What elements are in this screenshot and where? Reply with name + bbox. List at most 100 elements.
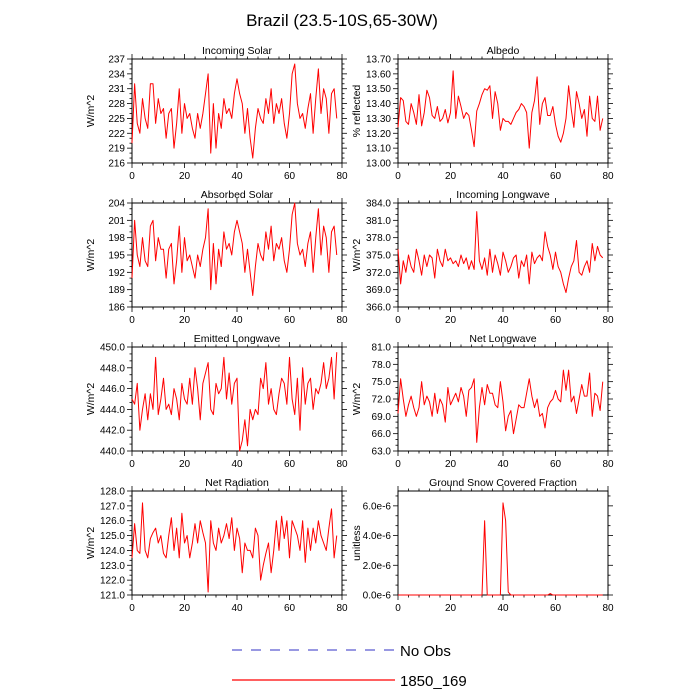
x-tick-label: 20 <box>179 603 191 614</box>
y-tick-label: 13.00 <box>366 159 391 170</box>
y-tick-label: 198 <box>108 233 125 244</box>
chart-title: Incoming Solar <box>202 45 273 57</box>
plot-frame <box>131 202 343 308</box>
y-tick-label: 186 <box>108 303 125 314</box>
series-line <box>397 369 604 443</box>
y-tick-label: 125.0 <box>100 531 125 542</box>
x-tick-label: 40 <box>497 315 509 326</box>
x-tick-label: 20 <box>445 315 457 326</box>
y-tick-label: 222 <box>108 129 125 140</box>
y-tick-label: 72.0 <box>372 395 392 406</box>
x-tick-label: 60 <box>284 171 296 182</box>
x-tick-label: 20 <box>179 315 191 326</box>
y-axis-label: W/m^2 <box>351 383 363 416</box>
y-tick-label: 237 <box>108 55 125 66</box>
chart-title: Ground Snow Covered Fraction <box>429 477 577 489</box>
x-tick-label: 60 <box>550 459 562 470</box>
y-tick-label: 378.0 <box>366 233 391 244</box>
y-tick-label: 126.0 <box>100 516 125 527</box>
x-tick-label: 80 <box>336 171 348 182</box>
y-tick-label: 13.70 <box>366 55 391 66</box>
y-tick-label: 234 <box>108 69 125 80</box>
y-tick-label: 128.0 <box>100 487 125 498</box>
plot-frame <box>131 346 343 452</box>
x-tick-label: 0 <box>395 315 401 326</box>
series-line <box>131 502 338 593</box>
y-tick-label: 366.0 <box>366 303 391 314</box>
x-tick-label: 40 <box>231 603 243 614</box>
y-tick-label: 195 <box>108 251 125 262</box>
chart-title: Net Radiation <box>205 477 269 489</box>
legend: No Obs 1850_169 <box>232 643 467 690</box>
y-tick-label: 369.0 <box>366 285 391 296</box>
y-axis-label: % reflected <box>351 85 363 138</box>
x-tick-label: 20 <box>445 171 457 182</box>
y-axis-label: W/m^2 <box>85 239 97 272</box>
legend-no-obs-label: No Obs <box>400 643 451 660</box>
x-tick-label: 20 <box>445 603 457 614</box>
x-tick-label: 60 <box>284 603 296 614</box>
y-tick-label: 384.0 <box>366 199 391 210</box>
x-tick-label: 80 <box>602 603 614 614</box>
y-tick-label: 448.0 <box>100 363 125 374</box>
y-tick-label: 381.0 <box>366 216 391 227</box>
x-tick-label: 80 <box>336 603 348 614</box>
y-tick-label: 127.0 <box>100 501 125 512</box>
y-tick-label: 440.0 <box>100 447 125 458</box>
chart-title: Albedo <box>487 45 520 57</box>
series-line <box>131 63 338 159</box>
series-line <box>397 211 604 294</box>
figure-title: Brazil (23.5-10S,65-30W) <box>246 11 438 30</box>
series-line <box>131 352 338 452</box>
series-line <box>397 70 604 149</box>
y-tick-label: 13.30 <box>366 114 391 125</box>
chart-panel-8: Ground Snow Covered Fraction unitless 0 20 4… <box>351 477 614 614</box>
y-axis-label: unitless <box>351 525 363 561</box>
y-tick-label: 123.0 <box>100 561 125 572</box>
chart-panel-7: Net Radiation W/m^2 0 20 40 60 80 121.0 122.0 123… <box>85 477 348 614</box>
y-tick-label: 201 <box>108 216 125 227</box>
x-tick-label: 80 <box>336 459 348 470</box>
chart-title: Net Longwave <box>469 333 536 345</box>
y-tick-label: 2.0e-6 <box>363 561 392 572</box>
y-tick-label: 13.10 <box>366 144 391 155</box>
x-tick-label: 60 <box>550 603 562 614</box>
y-tick-label: 4.0e-6 <box>363 531 392 542</box>
chart-panel-2: Albedo % reflected 0 20 40 60 80 13.00 13.10 13.2… <box>351 45 614 182</box>
x-tick-label: 60 <box>284 459 296 470</box>
x-tick-label: 40 <box>231 315 243 326</box>
y-tick-label: 204 <box>108 199 125 210</box>
x-tick-label: 20 <box>179 459 191 470</box>
chart-panel-4: Incoming Longwave W/m^2 0 20 40 60 80 366.0 369.… <box>351 189 614 326</box>
y-tick-label: 63.0 <box>372 447 392 458</box>
y-tick-label: 6.0e-6 <box>363 501 392 512</box>
y-tick-label: 372.0 <box>366 268 391 279</box>
y-axis-label: W/m^2 <box>85 527 97 560</box>
y-tick-label: 228 <box>108 99 125 110</box>
x-tick-label: 40 <box>231 459 243 470</box>
chart-title: Incoming Longwave <box>456 189 550 201</box>
x-tick-label: 80 <box>602 459 614 470</box>
x-tick-label: 0 <box>395 603 401 614</box>
y-tick-label: 13.50 <box>366 84 391 95</box>
x-tick-label: 40 <box>497 459 509 470</box>
y-tick-label: 189 <box>108 285 125 296</box>
x-tick-label: 0 <box>129 315 135 326</box>
y-tick-label: 121.0 <box>100 591 125 602</box>
x-tick-label: 40 <box>231 171 243 182</box>
y-tick-label: 225 <box>108 114 125 125</box>
y-tick-label: 192 <box>108 268 125 279</box>
x-tick-label: 40 <box>497 603 509 614</box>
y-tick-label: 69.0 <box>372 412 392 423</box>
plot-frame <box>131 490 343 596</box>
chart-panel-6: Net Longwave W/m^2 0 20 40 60 80 63.0 66.0 69.0 72… <box>351 333 614 470</box>
chart-title: Emitted Longwave <box>194 333 281 345</box>
x-tick-label: 80 <box>602 315 614 326</box>
y-tick-label: 0.0e-6 <box>363 591 392 602</box>
series-line <box>398 502 603 596</box>
y-axis-label: W/m^2 <box>85 95 97 128</box>
x-tick-label: 20 <box>179 171 191 182</box>
x-tick-label: 0 <box>129 459 135 470</box>
